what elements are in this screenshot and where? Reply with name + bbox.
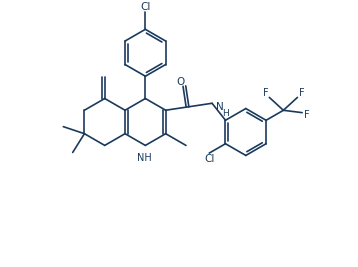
- Text: F: F: [299, 88, 304, 99]
- Text: N: N: [216, 102, 224, 112]
- Text: F: F: [262, 88, 268, 99]
- Text: H: H: [222, 109, 228, 117]
- Text: Cl: Cl: [140, 2, 151, 12]
- Text: Cl: Cl: [204, 154, 214, 164]
- Text: O: O: [177, 77, 185, 87]
- Text: F: F: [304, 109, 310, 120]
- Text: NH: NH: [137, 153, 152, 163]
